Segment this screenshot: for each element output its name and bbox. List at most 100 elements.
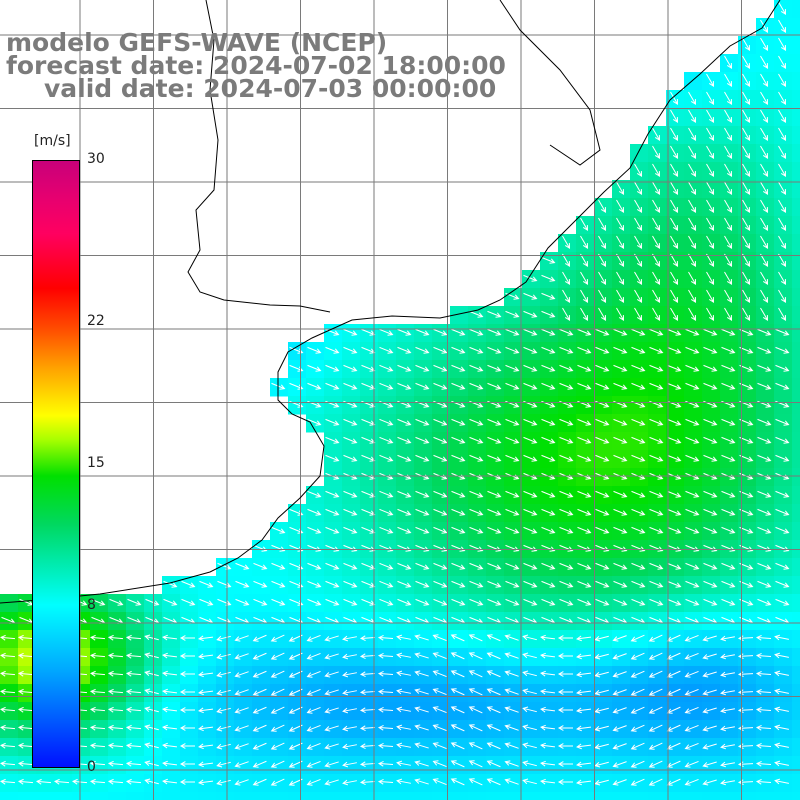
wind-arrow [414, 760, 429, 767]
wind-arrow [541, 310, 556, 318]
wind-speed-cell [90, 720, 109, 739]
wind-speed-cell [648, 450, 667, 469]
wind-speed-cell [288, 576, 307, 595]
wind-speed-cell [162, 612, 181, 631]
wind-speed-cell [324, 720, 343, 739]
wind-speed-cell [324, 630, 343, 649]
wind-arrow [487, 580, 502, 588]
wind-arrow [559, 598, 574, 606]
wind-speed-cell [198, 792, 217, 800]
wind-speed-cell [288, 630, 307, 649]
wind-arrow [724, 271, 733, 285]
wind-speed-cell [522, 378, 541, 397]
wind-speed-cell [486, 342, 505, 361]
wind-speed-cell [342, 504, 361, 523]
wind-speed-cell [738, 666, 757, 685]
wind-speed-cell [306, 504, 325, 523]
wind-arrow [306, 634, 321, 642]
wind-arrow [324, 725, 339, 732]
wind-speed-cell [486, 504, 505, 523]
wind-speed-cell [684, 702, 703, 721]
wind-speed-cell [414, 414, 433, 433]
wind-speed-cell [468, 720, 487, 739]
wind-arrow [721, 346, 736, 354]
wind-arrow [616, 199, 625, 213]
wind-speed-cell [378, 504, 397, 523]
wind-speed-cell [126, 666, 145, 685]
wind-speed-cell [558, 450, 577, 469]
wind-speed-cell [792, 234, 800, 253]
wind-speed-cell [738, 738, 757, 757]
wind-speed-cell [468, 756, 487, 775]
wind-speed-cell [468, 342, 487, 361]
wind-speed-cell [720, 342, 739, 361]
wind-speed-cell [558, 684, 577, 703]
wind-arrow [577, 346, 592, 354]
wind-speed-cell [216, 630, 235, 649]
wind-arrow [252, 760, 267, 768]
wind-arrow [162, 634, 178, 641]
wind-speed-cell [450, 558, 469, 577]
wind-arrow [630, 724, 645, 732]
wind-speed-cell [504, 486, 523, 505]
wind-speed-cell [774, 576, 793, 595]
wind-speed-cell [522, 468, 541, 487]
wind-arrow [630, 778, 645, 786]
wind-arrow [216, 725, 231, 732]
wind-speed-cell [18, 684, 37, 703]
wind-speed-cell [342, 558, 361, 577]
wind-arrow [595, 436, 610, 444]
wind-arrow [343, 526, 358, 534]
wind-arrow [720, 689, 735, 696]
wind-arrow [706, 271, 715, 285]
wind-arrow [577, 598, 592, 606]
wind-arrow [342, 779, 357, 786]
wind-speed-cell [576, 576, 595, 595]
wind-arrow [433, 508, 448, 516]
wind-speed-cell [252, 738, 271, 757]
wind-speed-cell [792, 216, 800, 235]
wind-speed-cell [270, 648, 289, 667]
wind-arrow [580, 307, 589, 321]
wind-arrow [125, 742, 142, 749]
wind-speed-cell [306, 486, 325, 505]
wind-arrow [0, 688, 16, 695]
wind-arrow [486, 706, 501, 714]
wind-arrow [706, 127, 715, 141]
wind-arrow [144, 670, 159, 677]
wind-speed-cell [252, 702, 271, 721]
wind-speed-cell [630, 612, 649, 631]
wind-arrow [576, 689, 592, 696]
wind-speed-cell [288, 684, 307, 703]
wind-arrow [35, 778, 52, 785]
wind-speed-cell [162, 594, 181, 613]
wind-arrow [613, 454, 628, 462]
wind-arrow [307, 508, 322, 516]
wind-arrow [522, 652, 537, 659]
wind-speed-cell [18, 648, 37, 667]
wind-arrow [504, 724, 519, 731]
wind-arrow [451, 598, 466, 606]
wind-arrow [235, 598, 250, 606]
wind-arrow [598, 217, 607, 231]
wind-arrow [703, 436, 718, 444]
wind-speed-cell [630, 486, 649, 505]
wind-speed-cell [594, 504, 613, 523]
wind-arrow [778, 91, 787, 105]
wind-speed-cell [486, 774, 505, 793]
wind-arrow [540, 778, 556, 785]
wind-speed-cell [522, 738, 541, 757]
wind-speed-cell [324, 360, 343, 379]
wind-speed-cell [432, 612, 451, 631]
wind-arrow [523, 580, 538, 588]
wind-arrow [559, 436, 574, 444]
wind-speed-cell [792, 414, 800, 433]
wind-speed-cell [540, 288, 559, 307]
wind-speed-cell [540, 504, 559, 523]
wind-speed-cell [126, 756, 145, 775]
wind-speed-cell [162, 720, 181, 739]
wind-arrow [53, 778, 70, 785]
wind-speed-cell [288, 648, 307, 667]
wind-speed-cell [756, 360, 775, 379]
wind-speed-cell [648, 594, 667, 613]
